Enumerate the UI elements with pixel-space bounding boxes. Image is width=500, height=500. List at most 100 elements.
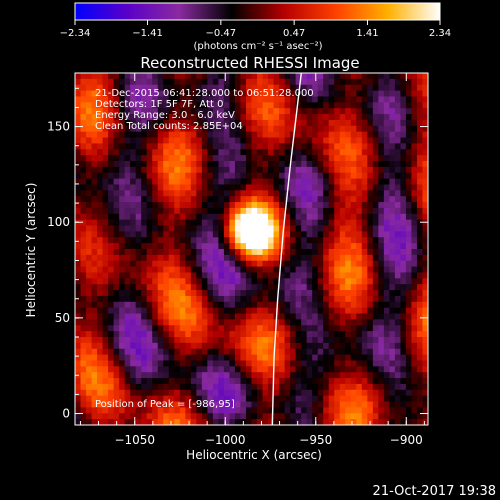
heatmap-cell — [361, 202, 368, 209]
heatmap-cell — [339, 149, 346, 156]
heatmap-cell — [345, 155, 352, 162]
heatmap-cell — [290, 413, 297, 420]
heatmap-cell — [80, 219, 87, 226]
heatmap-cell — [146, 331, 153, 338]
heatmap-cell — [345, 90, 352, 97]
heatmap-cell — [350, 202, 357, 209]
heatmap-cell — [163, 348, 170, 355]
heatmap-cell — [383, 372, 390, 379]
heatmap-cell — [394, 231, 401, 238]
heatmap-cell — [262, 73, 269, 80]
heatmap-cell — [108, 90, 115, 97]
heatmap-cell — [257, 196, 263, 203]
heatmap-cell — [108, 178, 115, 185]
heatmap-cell — [91, 325, 98, 332]
heatmap-cell — [190, 131, 197, 138]
heatmap-cell — [268, 372, 274, 379]
heatmap-cell — [80, 366, 87, 373]
heatmap-cell — [262, 161, 269, 168]
heatmap-cell — [119, 114, 126, 121]
heatmap-cell — [157, 184, 164, 191]
heatmap-cell — [334, 73, 341, 80]
heatmap-cell — [80, 125, 87, 133]
heatmap-cell — [389, 325, 396, 332]
heatmap-cell — [141, 137, 148, 144]
heatmap-cell — [229, 389, 236, 397]
heatmap-cell — [361, 389, 368, 397]
heatmap-cell — [119, 337, 126, 344]
heatmap-cell — [152, 301, 159, 309]
heatmap-cell — [218, 90, 225, 97]
heatmap-cell — [141, 366, 148, 373]
heatmap-cell — [306, 325, 313, 332]
heatmap-cell — [273, 254, 280, 262]
heatmap-cell — [119, 161, 126, 168]
heatmap-cell — [295, 190, 302, 197]
heatmap-cell — [168, 413, 175, 420]
info-annotation-line: Detectors: 1F 5F 7F, Att 0 — [95, 99, 223, 110]
heatmap-cell — [312, 237, 319, 244]
heatmap-cell — [245, 172, 252, 179]
heatmap-cell — [422, 161, 428, 168]
heatmap-cell — [157, 325, 164, 332]
heatmap-cell — [284, 319, 291, 326]
heatmap-cell — [108, 319, 115, 326]
heatmap-cell — [141, 372, 148, 379]
heatmap-cell — [141, 278, 148, 285]
heatmap-cell — [146, 325, 153, 332]
heatmap-cell — [383, 231, 390, 238]
heatmap-cell — [240, 378, 247, 385]
heatmap-cell — [135, 419, 142, 425]
heatmap-cell — [394, 383, 401, 391]
heatmap-cell — [80, 73, 87, 80]
heatmap-cell — [328, 243, 335, 250]
heatmap-cell — [295, 278, 302, 285]
heatmap-cell — [400, 155, 407, 162]
heatmap-cell — [251, 407, 258, 414]
heatmap-cell — [416, 372, 423, 379]
heatmap-cell — [345, 108, 352, 115]
heatmap-cell — [207, 254, 214, 262]
heatmap-cell — [229, 366, 236, 373]
heatmap-cell — [416, 125, 423, 133]
heatmap-cell — [312, 96, 319, 103]
heatmap-cell — [284, 102, 291, 109]
heatmap-cell — [350, 360, 357, 367]
heatmap-cell — [405, 301, 412, 309]
heatmap-cell — [350, 161, 357, 168]
heatmap-cell — [301, 272, 308, 279]
heatmap-cell — [312, 360, 319, 367]
heatmap-cell — [141, 413, 148, 420]
heatmap-cell — [279, 178, 285, 185]
heatmap-cell — [135, 272, 142, 279]
heatmap-cell — [273, 331, 280, 338]
heatmap-cell — [130, 172, 137, 179]
heatmap-cell — [130, 166, 137, 174]
heatmap-cell — [80, 149, 87, 156]
heatmap-cell — [257, 149, 263, 156]
heatmap-cell — [268, 213, 274, 221]
heatmap-cell — [400, 319, 407, 326]
heatmap-cell — [378, 419, 385, 425]
heatmap-cell — [268, 119, 274, 127]
heatmap-cell — [108, 407, 115, 414]
heatmap-cell — [108, 96, 115, 103]
heatmap-cell — [394, 272, 401, 279]
heatmap-cell — [273, 155, 280, 162]
heatmap-cell — [163, 149, 170, 156]
heatmap-cell — [372, 337, 379, 344]
heatmap-cell — [273, 231, 280, 238]
heatmap-cell — [400, 290, 407, 297]
heatmap-cell — [185, 196, 192, 203]
heatmap-cell — [212, 161, 219, 168]
heatmap-cell — [75, 131, 81, 138]
heatmap-cell — [262, 272, 269, 279]
heatmap-cell — [295, 313, 302, 320]
heatmap-cell — [367, 155, 374, 162]
heatmap-cell — [389, 73, 396, 80]
heatmap-cell — [317, 284, 324, 291]
heatmap-cell — [262, 313, 269, 320]
heatmap-cell — [157, 348, 164, 355]
heatmap-cell — [350, 295, 357, 303]
